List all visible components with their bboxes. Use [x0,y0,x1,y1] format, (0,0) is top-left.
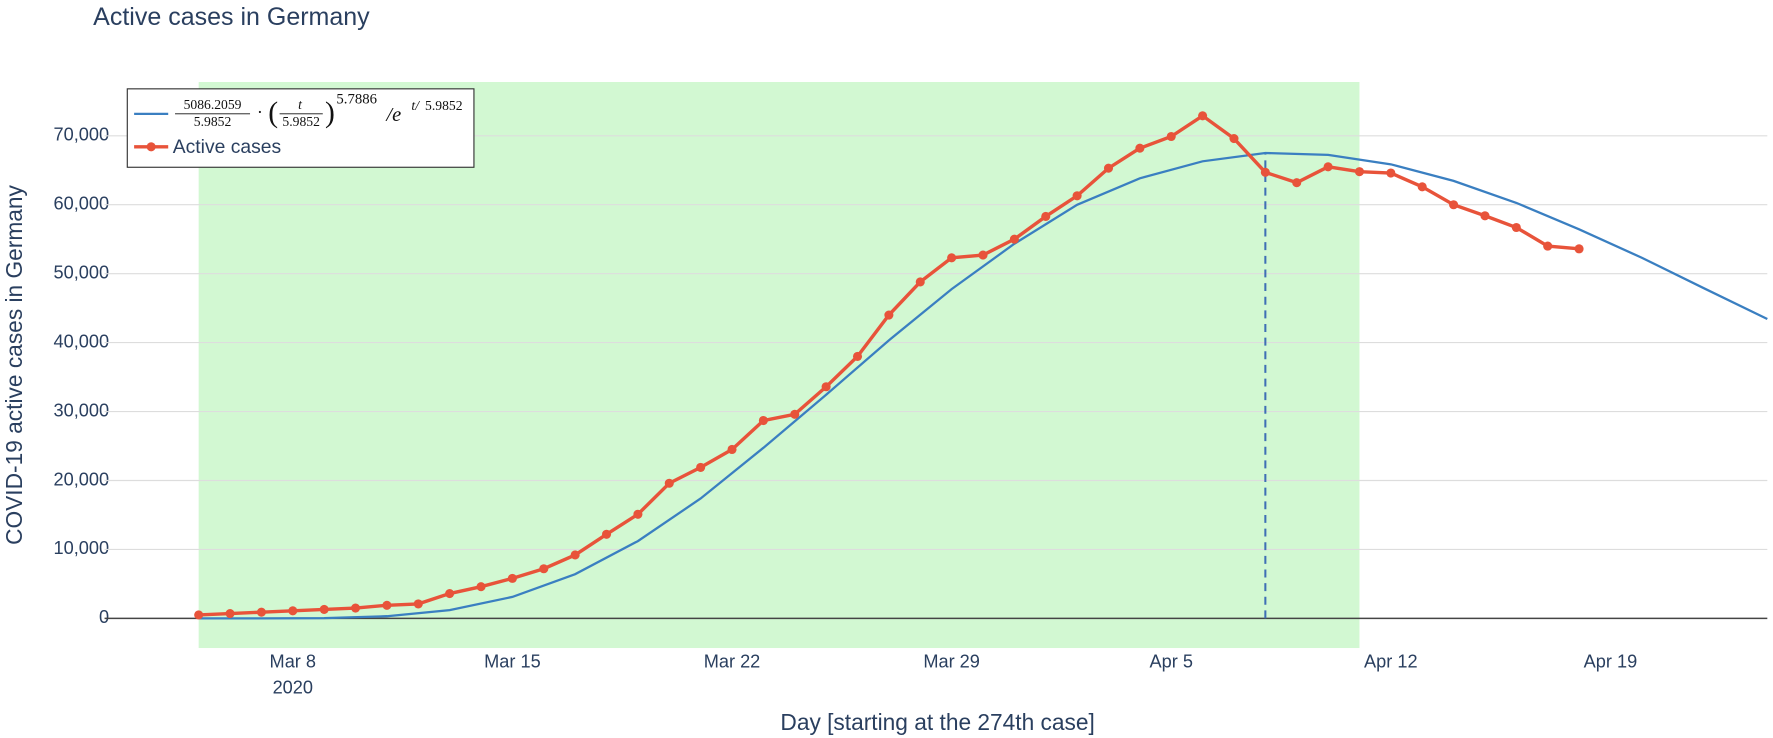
data-point [978,250,988,260]
data-point [696,462,706,472]
data-point [445,589,455,599]
legend-label: Active cases [173,137,281,158]
data-point [664,478,674,488]
data-point [884,310,894,320]
data-point [727,444,737,455]
x-tick-label: Mar 22 [704,652,761,672]
data-point [1511,222,1521,233]
data-point [1543,241,1553,251]
data-point [1166,131,1176,142]
data-point [476,582,486,592]
data-point [947,253,957,263]
plot-background: 0 10,000 20,000 30,000 40,000 50,000 60,000 70,… [54,82,1768,698]
y-tick-label: 60,000 [54,194,110,214]
y-tick-label: 70,000 [54,125,110,145]
formula-t: t/ [411,98,420,113]
x-tick-label: Apr 12 [1364,652,1418,672]
data-point [601,529,612,539]
data-point [1072,191,1082,201]
data-point [350,603,361,613]
formula-denominator: 5.9852 [282,114,320,129]
y-tick-label: 20,000 [54,469,110,489]
data-point [1260,167,1270,177]
y-tick-label: 10,000 [54,538,110,558]
data-point [1009,234,1019,244]
data-point [382,600,392,610]
data-point [194,610,204,620]
data-point [1354,167,1365,177]
data-point [1135,143,1145,153]
legend: 5086.2059 5.9852 ·( t 5.9852) 5.7886/e t/5.985… [126,88,475,168]
data-point [256,607,266,617]
data-point [1041,211,1051,222]
data-point [852,351,863,361]
data-point [1198,111,1208,121]
x-tick-label: Apr 19 [1584,652,1638,672]
data-point [570,550,580,560]
data-point [1574,244,1584,254]
x-tick-label: Mar 29 [923,652,980,672]
plot-marks [194,111,1768,620]
data-point [1292,178,1302,188]
data-point [225,609,235,619]
data-point [288,606,298,616]
data-point [821,382,831,392]
data-point [413,599,423,609]
data-point [539,564,549,574]
legend-marker [146,142,156,152]
y-axis-label: COVID-19 active cases in Germany [1,184,27,544]
formula-t: t [298,97,303,112]
legend-box [126,88,475,168]
data-point [915,277,925,287]
x-tick-label: Mar 15 [484,652,541,672]
formula-divisor: 5.9852 [425,98,463,113]
x-tick-label: Apr 5 [1150,652,1193,672]
formula-paren: ( [268,97,278,129]
y-tick-label: 50,000 [54,262,110,282]
formula-denominator: 5.9852 [194,114,232,129]
x-tick-label: Mar 8 [270,652,316,672]
data-point [758,415,768,426]
shaded-region [198,82,1360,649]
y-tick-label: 40,000 [54,331,110,351]
formula-exponent: 5.7886 [336,92,377,108]
data-point [790,409,800,419]
formula-numerator: 5086.2059 [184,97,242,112]
data-point [507,573,517,583]
chart-title: Active cases in Germany [93,3,370,31]
formula-paren: ) [325,97,335,129]
data-point [1386,168,1396,178]
formula-slash: /e [385,104,401,126]
data-point [1417,182,1427,192]
data-point [1323,162,1333,172]
series-line [198,151,1768,620]
data-point [633,509,643,519]
formula-dot: · [257,102,263,122]
data-point [1449,200,1459,210]
y-tick-label: 0 [99,607,109,627]
data-point [1103,163,1114,173]
data-point [319,604,329,614]
y-tick-label: 30,000 [54,400,110,420]
data-point [1480,211,1490,221]
x-tick-year: 2020 [273,678,313,698]
data-point [1229,134,1239,144]
x-axis-label: Day [starting at the 274th case] [780,709,1094,735]
